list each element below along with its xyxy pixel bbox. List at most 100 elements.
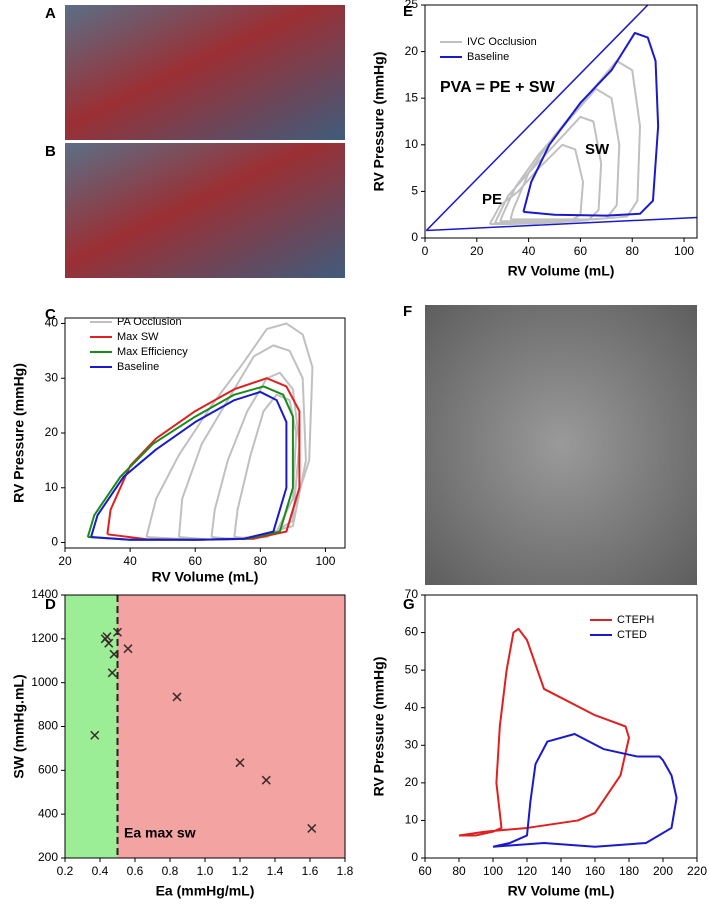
scatter-point — [109, 649, 119, 659]
scatter-point — [104, 638, 114, 648]
y-tick-label: 400 — [38, 806, 58, 820]
panel-label: C — [45, 306, 56, 323]
region — [117, 595, 345, 858]
legend-label: CTED — [617, 629, 647, 641]
panel-label: E — [403, 3, 413, 20]
x-axis-label: RV Volume (mL) — [152, 569, 259, 585]
series-line — [90, 390, 288, 541]
x-tick-label: 100 — [483, 864, 503, 878]
y-tick-label: 0 — [51, 535, 58, 549]
x-tick-label: 20 — [58, 554, 72, 568]
scatter-point — [307, 823, 317, 833]
y-axis-label: RV Pressure (mmHg) — [371, 52, 387, 192]
plot-frame — [424, 594, 698, 859]
photo-a — [65, 5, 345, 140]
legend-label: Max Efficiency — [117, 346, 188, 358]
x-tick-label: 60 — [574, 244, 588, 258]
y-axis-label: SW (mmHg.mL) — [11, 674, 27, 778]
y-tick-label: 20 — [405, 775, 419, 789]
annotation: Ea max sw — [124, 825, 196, 841]
legend-label: Baseline — [467, 51, 509, 63]
legend-label: Max SW — [117, 331, 159, 343]
y-tick-label: 50 — [405, 662, 419, 676]
y-tick-label: 600 — [38, 763, 58, 777]
y-tick-label: 20 — [45, 425, 59, 439]
series-line — [492, 733, 678, 848]
panel-label: B — [45, 143, 56, 160]
panel-label: A — [45, 5, 56, 22]
x-axis-label: Ea (mmHg/mL) — [156, 883, 255, 899]
y-tick-label: 800 — [38, 719, 58, 733]
y-tick-label: 1400 — [31, 587, 58, 601]
y-tick-label: 0 — [411, 850, 418, 864]
x-axis-label: RV Volume (mL) — [508, 883, 615, 899]
xray-f — [425, 305, 697, 585]
y-tick-label: 10 — [45, 480, 59, 494]
x-tick-label: 220 — [687, 864, 707, 878]
series-line — [145, 322, 314, 541]
y-tick-label: 15 — [405, 90, 419, 104]
x-tick-label: 100 — [674, 244, 694, 258]
legend-label: Baseline — [117, 361, 159, 373]
legend-label: IVC Occlusion — [467, 36, 537, 48]
y-tick-label: 30 — [405, 737, 419, 751]
annotation: SW — [585, 141, 610, 158]
scatter-point — [112, 627, 123, 637]
x-tick-label: 80 — [626, 244, 640, 258]
x-tick-label: 40 — [522, 244, 536, 258]
scatter-point — [102, 632, 112, 642]
panel-label: F — [403, 303, 412, 320]
y-tick-label: 20 — [405, 44, 419, 58]
y-tick-label: 60 — [405, 625, 419, 639]
x-tick-label: 60 — [189, 554, 203, 568]
scatter-point — [172, 692, 182, 702]
series-line — [488, 59, 642, 226]
x-tick-label: 0 — [422, 244, 429, 258]
x-tick-label: 40 — [123, 554, 137, 568]
x-tick-label: 0.2 — [57, 864, 74, 878]
series-line — [86, 385, 294, 541]
plot-frame — [64, 594, 346, 859]
y-tick-label: 1200 — [31, 631, 58, 645]
plot-frame — [424, 4, 698, 239]
x-tick-label: 180 — [619, 864, 639, 878]
legend-label: PA Occlusion — [117, 316, 182, 328]
legend-label: CTEPH — [617, 614, 654, 626]
y-tick-label: 1000 — [31, 675, 58, 689]
panel-label: D — [45, 596, 56, 613]
x-tick-label: 20 — [470, 244, 484, 258]
annotation: PVA = PE + SW — [440, 79, 556, 96]
y-tick-label: 70 — [405, 587, 419, 601]
scatter-point — [107, 668, 117, 678]
y-tick-label: 5 — [411, 184, 418, 198]
y-axis-label: RV Pressure (mmHg) — [371, 657, 387, 797]
x-tick-label: 0.8 — [162, 864, 179, 878]
x-tick-label: 1.2 — [232, 864, 249, 878]
annotation: PE — [482, 191, 502, 208]
y-tick-label: 40 — [45, 316, 59, 330]
x-tick-label: 1.6 — [302, 864, 319, 878]
series-line — [522, 31, 660, 217]
y-tick-label: 10 — [405, 137, 419, 151]
x-tick-label: 160 — [585, 864, 605, 878]
x-tick-label: 100 — [315, 554, 335, 568]
x-tick-label: 80 — [254, 554, 268, 568]
x-tick-label: 1.4 — [267, 864, 284, 878]
x-tick-label: 60 — [418, 864, 432, 878]
x-tick-label: 0.6 — [127, 864, 144, 878]
y-tick-label: 10 — [405, 813, 419, 827]
plot-frame — [64, 317, 346, 549]
y-tick-label: 200 — [38, 850, 58, 864]
series-line — [458, 627, 630, 837]
y-tick-label: 25 — [405, 0, 419, 11]
x-tick-label: 0.4 — [92, 864, 109, 878]
reference-line — [426, 216, 697, 232]
y-tick-label: 30 — [45, 370, 59, 384]
scatter-point — [123, 644, 133, 654]
x-tick-label: 80 — [452, 864, 466, 878]
scatter-point — [261, 775, 271, 785]
y-axis-label: RV Pressure (mmHg) — [11, 363, 27, 503]
x-tick-label: 1.8 — [337, 864, 354, 878]
x-tick-label: 120 — [517, 864, 537, 878]
